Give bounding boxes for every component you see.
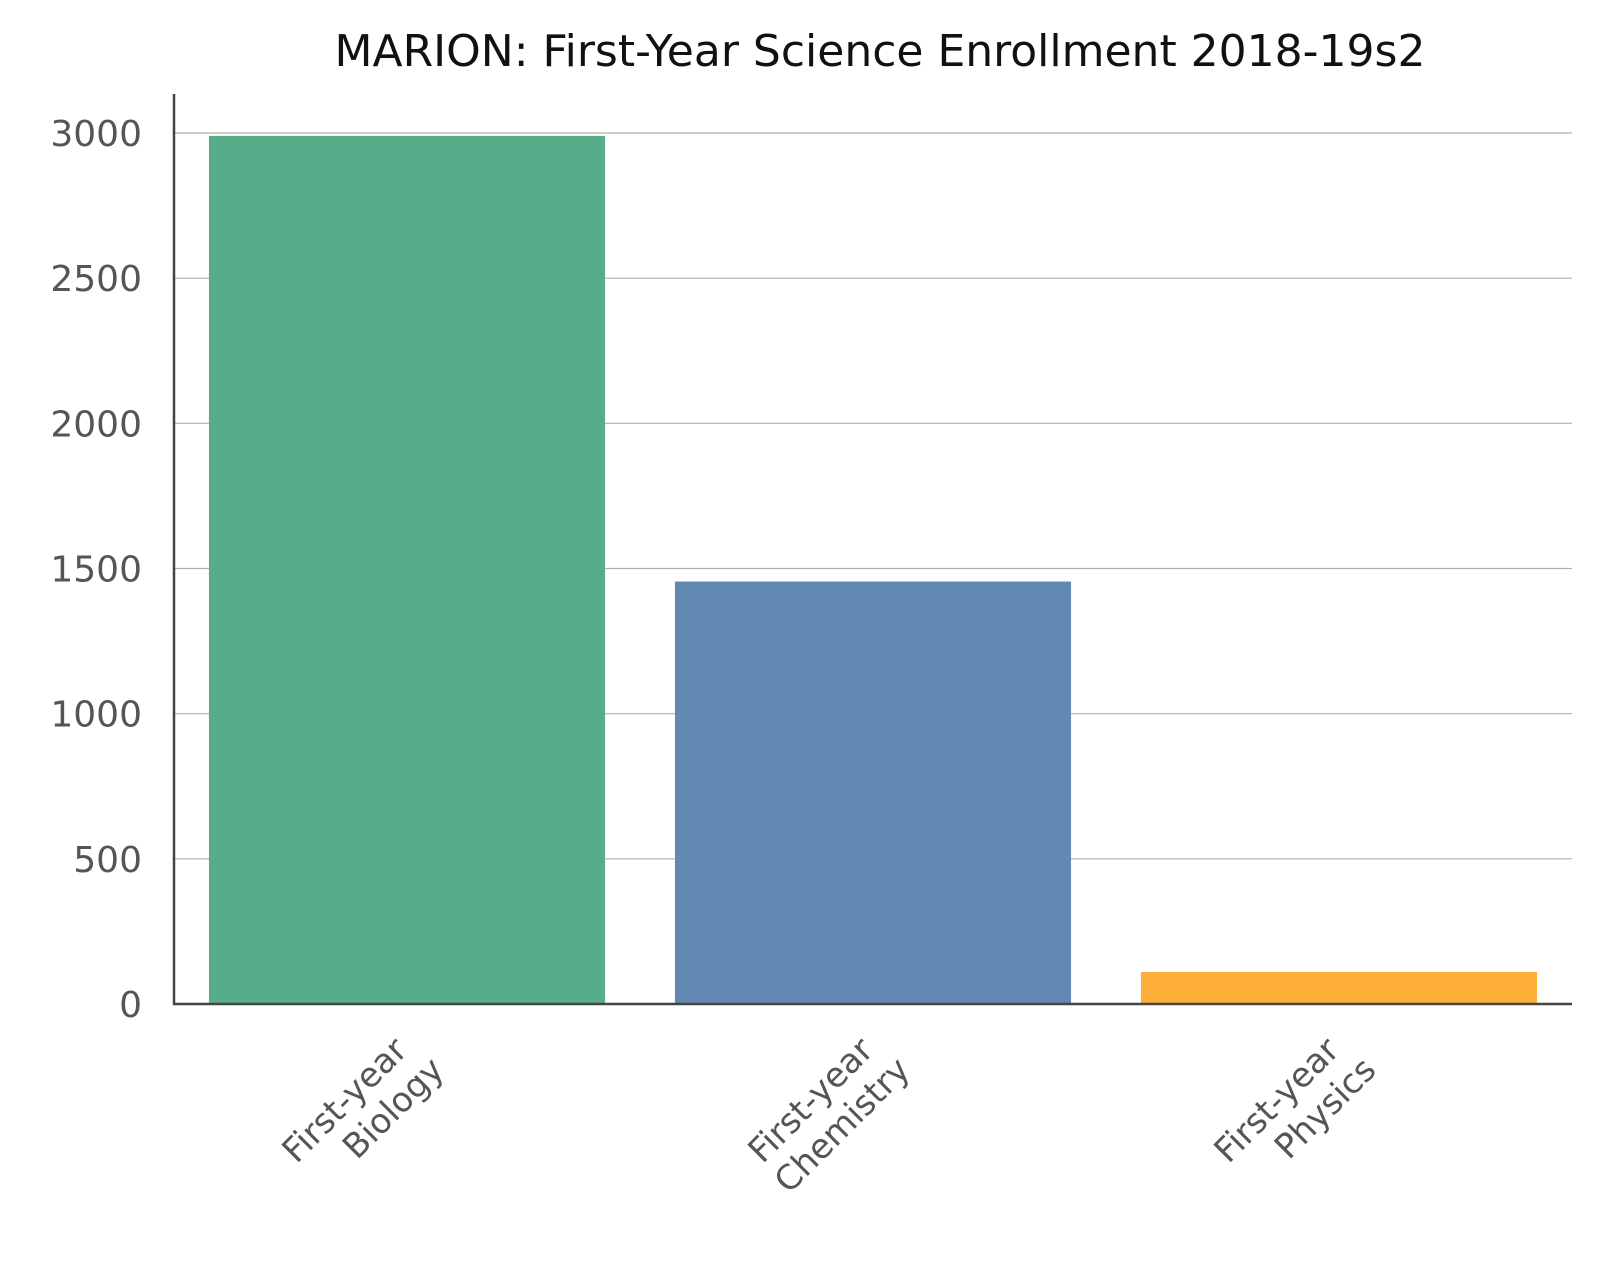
- y-tick-label: 1000: [50, 695, 142, 736]
- y-tick-label: 500: [73, 840, 142, 881]
- y-tick-label: 2000: [50, 404, 142, 445]
- bars: [208, 135, 1538, 1005]
- x-tick-label: First-yearChemistry: [739, 1022, 919, 1202]
- y-axis-ticks: 0 500 1000 1500 2000 2500 3000: [50, 114, 142, 1026]
- x-tick-label: First-yearBiology: [275, 1022, 453, 1200]
- bar: [1140, 972, 1538, 1004]
- y-tick-label: 3000: [50, 114, 142, 155]
- chart-title: MARION: First-Year Science Enrollment 20…: [335, 26, 1426, 77]
- y-tick-label: 1500: [50, 550, 142, 591]
- y-tick-label: 2500: [50, 259, 142, 300]
- x-tick-label: First-yearPhysics: [1207, 1022, 1385, 1200]
- bar: [674, 581, 1072, 1004]
- y-tick-label: 0: [119, 985, 142, 1026]
- x-axis-labels: First-yearBiology First-yearChemistry Firs…: [275, 1022, 1385, 1202]
- bar: [208, 135, 606, 1005]
